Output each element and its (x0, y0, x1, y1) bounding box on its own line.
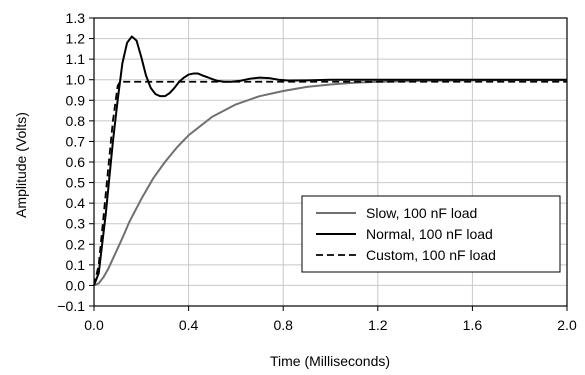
legend-label-2: Custom, 100 nF load (366, 247, 496, 263)
y-tick-label: 0.2 (66, 236, 86, 252)
legend-label-1: Normal, 100 nF load (366, 226, 493, 242)
y-tick-label: 0.8 (66, 113, 86, 129)
y-tick-label: 0.1 (66, 257, 86, 273)
y-tick-label: 0.6 (66, 154, 86, 170)
y-tick-label: 1.3 (66, 10, 86, 26)
y-tick-label: 0.7 (66, 133, 86, 149)
series-line-2 (93, 80, 567, 286)
x-tick-label: 1.2 (368, 317, 388, 333)
x-tick-label: 2.0 (557, 317, 577, 333)
series-layer (93, 35, 567, 287)
series-line-1 (93, 35, 567, 286)
y-axis: 1.3 1.2 1.1 1.0 0.9 0.8 0.7 0.6 0.5 0.4 0.3 0.2 0.1 0… (57, 10, 94, 314)
x-axis-label: Time (Milliseconds) (270, 353, 390, 369)
y-tick-label: 0.4 (66, 195, 86, 211)
y-tick-label: 0.9 (66, 92, 86, 108)
x-tick-label: 0.4 (179, 317, 199, 333)
x-axis: 0.0 0.4 0.8 1.2 1.6 2.0 (84, 306, 577, 333)
y-tick-label: 1.1 (66, 51, 86, 67)
legend-label-0: Slow, 100 nF load (366, 205, 477, 221)
x-tick-label: 1.6 (463, 317, 483, 333)
y-tick-label: −0.1 (57, 298, 85, 314)
x-tick-label: 0.8 (273, 317, 293, 333)
legend: Slow, 100 nF load Normal, 100 nF load Cust… (301, 195, 561, 273)
y-tick-label: 0.0 (66, 277, 86, 293)
y-tick-label: 1.0 (66, 72, 86, 88)
y-tick-label: 0.3 (66, 216, 86, 232)
y-tick-label: 0.5 (66, 175, 86, 191)
x-tick-label: 0.0 (84, 317, 104, 333)
y-axis-label: Amplitude (Volts) (13, 112, 29, 218)
y-tick-label: 1.2 (66, 31, 86, 47)
